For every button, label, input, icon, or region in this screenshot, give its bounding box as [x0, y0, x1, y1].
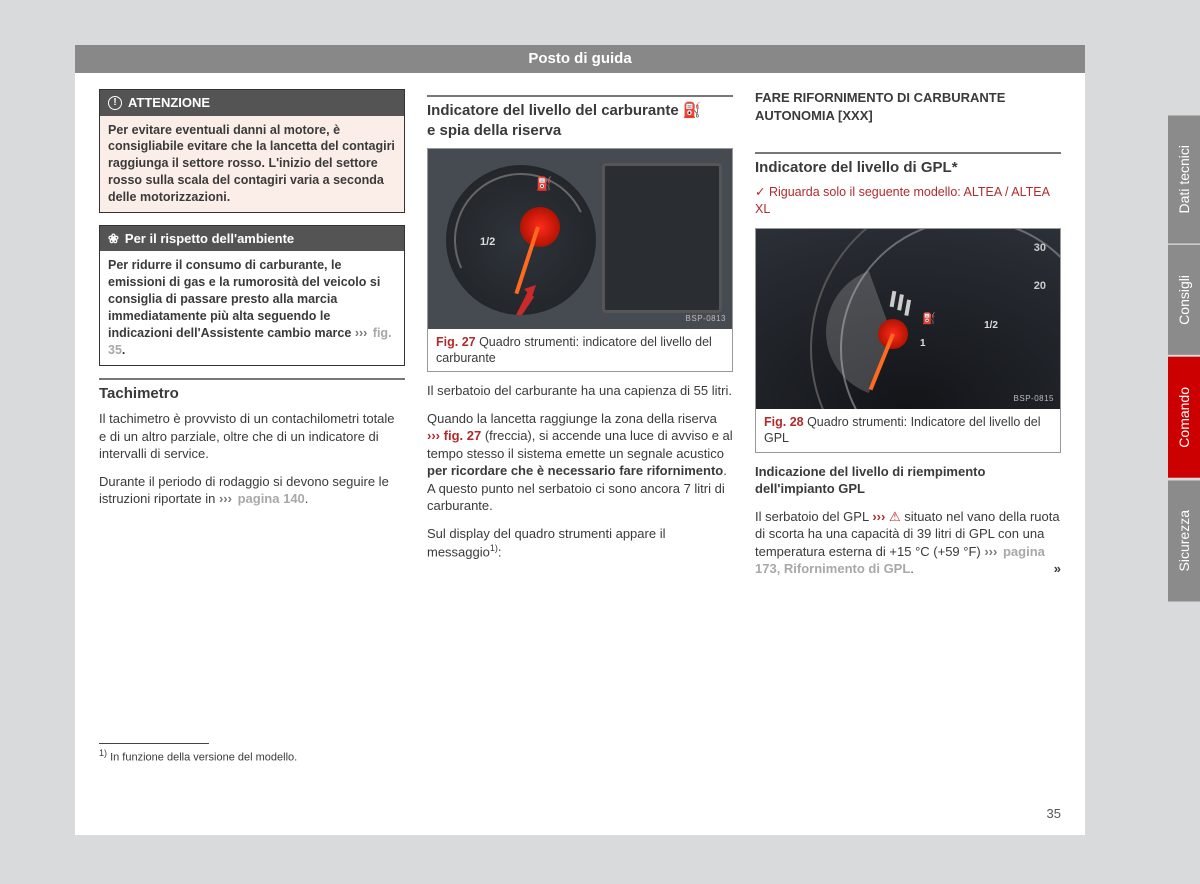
attention-title: ATTENZIONE: [128, 94, 210, 112]
column-2: Indicatore del livello del carburante ⛽ …: [427, 89, 733, 743]
page-140-link[interactable]: pagina 140: [238, 491, 305, 506]
column-1: ! ATTENZIONE Per evitare eventuali danni…: [99, 89, 405, 743]
lpg-gauge: ⛽ 1: [826, 267, 956, 397]
chevron-icon: ›››: [427, 428, 440, 443]
tachimetro-p2: Durante il periodo di rodaggio si devono…: [99, 473, 405, 508]
gpl-p-c: .: [910, 561, 914, 576]
attention-head: ! ATTENZIONE: [100, 90, 404, 116]
page-header: Posto di guida: [75, 45, 1085, 73]
section-divider: [755, 152, 1061, 154]
callout-arrow-icon: [508, 283, 544, 319]
figure-28: 30 20 ⛽ 1 1/2 BSP-0815 Fig. 28 Quadro st…: [755, 228, 1061, 453]
footnote: 1) In funzione della versione del modell…: [99, 748, 1085, 764]
fuel-pump-icon: ⛽: [683, 101, 702, 121]
column-3: FARE RIFORNIMENTO DI CARBURANTE AUTONOMI…: [755, 89, 1061, 743]
footnote-ref: 1): [490, 543, 498, 553]
tab-consigli[interactable]: Consigli: [1168, 245, 1200, 355]
gpl-title: Indicatore del livello di GPL*: [755, 158, 1061, 178]
continue-icon: »: [1054, 560, 1061, 578]
section-divider: [99, 378, 405, 380]
footnote-text: In funzione della versione del modello.: [110, 752, 297, 764]
footnote-marker: 1): [99, 748, 107, 758]
chevron-icon: ›››: [872, 509, 885, 524]
tab-comando[interactable]: Comando: [1168, 357, 1200, 478]
environment-box: ❀ Per il rispetto dell'ambiente Per ridu…: [99, 225, 405, 366]
fuel-title-line2: e spia della riserva: [427, 122, 561, 139]
fuel-pump-icon: ⛽: [922, 312, 936, 327]
fuel-p2-bold: per ricordare che è necessario fare rifo…: [427, 463, 723, 478]
content-columns: ! ATTENZIONE Per evitare eventuali danni…: [75, 73, 1085, 743]
fig-28-caption-text: Quadro strumenti: Indicatore del livello…: [764, 415, 1041, 445]
lcd-panel: [602, 163, 722, 313]
gauge-half-label: 1/2: [480, 235, 495, 250]
fuel-p3-b: :: [498, 545, 502, 560]
attention-body: Per evitare eventuali danni al motore, è…: [100, 116, 404, 212]
fig-27-link[interactable]: fig. 27: [444, 428, 482, 443]
figure-code: BSP-0813: [686, 314, 726, 325]
env-body-post: .: [122, 343, 125, 357]
fuel-pump-icon: ⛽: [536, 175, 552, 193]
footnote-divider: [99, 743, 209, 744]
chevron-icon: ›››: [219, 490, 232, 508]
tick-20: 20: [1034, 279, 1046, 294]
tab-sicurezza[interactable]: Sicurezza: [1168, 480, 1200, 601]
chevron-icon: ›››: [984, 543, 997, 561]
fuel-p2: Quando la lancetta raggiunge la zona del…: [427, 410, 733, 515]
gpl-p1: Il serbatoio del GPL ››› ⚠ situato nel v…: [755, 508, 1061, 578]
tachimetro-title: Tachimetro: [99, 384, 405, 404]
refuel-msg: FARE RIFORNIMENTO DI CARBURANTE AUTONOMI…: [755, 89, 1061, 124]
fig-27-label: Fig. 27: [436, 335, 476, 349]
fuel-p3: Sul display del quadro strumenti appare …: [427, 525, 733, 561]
model-note: ✓ Riguarda solo il seguente modello: ALT…: [755, 184, 1061, 218]
figure-27-caption: Fig. 27 Quadro strumenti: indicatore del…: [428, 329, 732, 372]
attention-box: ! ATTENZIONE Per evitare eventuali danni…: [99, 89, 405, 213]
fuel-indicator-title: Indicatore del livello del carburante ⛽ …: [427, 101, 733, 142]
tab-dati-tecnici[interactable]: Dati tecnici: [1168, 115, 1200, 243]
fig-28-label: Fig. 28: [764, 415, 804, 429]
manual-page: Posto di guida ! ATTENZIONE Per evitare …: [75, 45, 1085, 835]
check-icon: ✓: [755, 185, 765, 199]
section-divider: [427, 95, 733, 97]
lpg-half-label: 1/2: [984, 319, 998, 333]
environment-body: Per ridurre il consumo di carburante, le…: [100, 251, 404, 364]
fuel-p1: Il serbatoio del carburante ha una capie…: [427, 382, 733, 400]
environment-title: Per il rispetto dell'ambiente: [125, 230, 294, 248]
page-number: 35: [1047, 806, 1061, 821]
model-note-text: Riguarda solo il seguente modello: ALTEA…: [755, 185, 1049, 216]
warning-icon: !: [108, 96, 122, 110]
gauge-knob: [520, 207, 560, 247]
lpg-one-label: 1: [920, 337, 926, 351]
fig-27-caption-text: Quadro strumenti: indicatore del livello…: [436, 335, 712, 365]
fuel-title-line1: Indicatore del livello del carburante: [427, 102, 683, 119]
fuel-p3-a: Sul display del quadro strumenti appare …: [427, 526, 665, 560]
chevron-icon: ›››: [355, 325, 368, 342]
figure-27-image: 1/2 ⛽ BSP-0813: [428, 149, 732, 329]
environment-head: ❀ Per il rispetto dell'ambiente: [100, 226, 404, 252]
gpl-p-a: Il serbatoio del GPL: [755, 509, 872, 524]
fuel-p2-a: Quando la lancetta raggiunge la zona del…: [427, 411, 717, 426]
figure-28-image: 30 20 ⛽ 1 1/2 BSP-0815: [756, 229, 1060, 409]
figure-28-caption: Fig. 28 Quadro strumenti: Indicatore del…: [756, 409, 1060, 452]
env-body-pre: Per ridurre il consumo di carburante, le…: [108, 258, 380, 340]
warning-triangle-icon: ⚠: [889, 508, 901, 526]
tach-p2-post: .: [305, 491, 309, 506]
tick-30: 30: [1034, 241, 1046, 256]
flower-icon: ❀: [108, 230, 119, 248]
tachimetro-p1: Il tachimetro è provvisto di un contachi…: [99, 410, 405, 463]
figure-code: BSP-0815: [1014, 394, 1054, 405]
gpl-subtitle: Indicazione del livello di riempimento d…: [755, 463, 1061, 498]
side-tabs: Dati tecnici Consigli Comando Sicurezza: [1168, 115, 1200, 603]
figure-27: 1/2 ⛽ BSP-0813 Fig. 27 Quadro strumenti:…: [427, 148, 733, 373]
